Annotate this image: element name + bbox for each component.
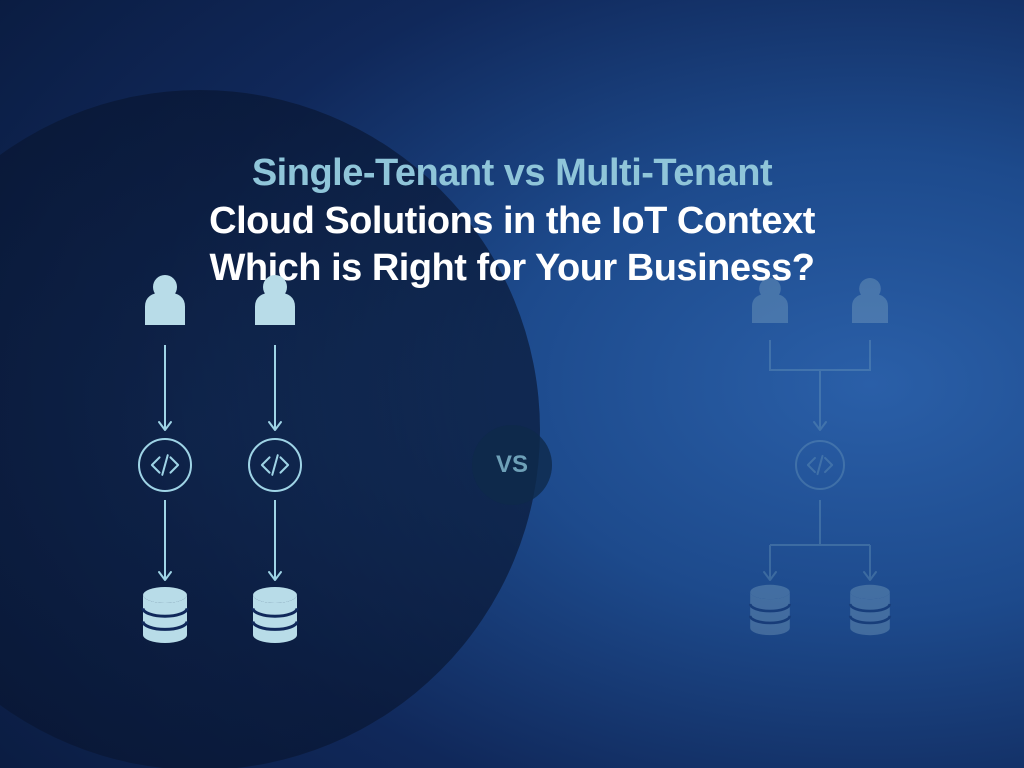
infographic-canvas: Single-Tenant vs Multi-Tenant Cloud Solu… <box>0 0 1024 768</box>
code-icon <box>162 455 167 475</box>
code-icon <box>280 457 288 472</box>
user-icon <box>145 292 185 325</box>
single-tenant-diagram <box>139 275 301 643</box>
user-icon <box>852 293 888 323</box>
user-icon <box>752 293 788 323</box>
database-icon <box>253 587 297 603</box>
vs-badge: VS <box>472 425 552 505</box>
code-icon <box>170 457 178 472</box>
code-icon <box>817 456 822 474</box>
database-icon <box>850 585 890 599</box>
code-icon <box>262 457 270 472</box>
diagram-layer <box>0 0 1024 768</box>
user-icon <box>255 292 295 325</box>
code-icon <box>825 458 832 472</box>
code-icon <box>808 458 815 472</box>
database-icon <box>750 585 790 599</box>
vs-badge-text: VS <box>496 451 528 479</box>
merge-connector <box>770 340 870 370</box>
code-icon <box>152 457 160 472</box>
multi-tenant-diagram <box>750 278 890 635</box>
database-icon <box>143 587 187 603</box>
code-icon <box>272 455 277 475</box>
